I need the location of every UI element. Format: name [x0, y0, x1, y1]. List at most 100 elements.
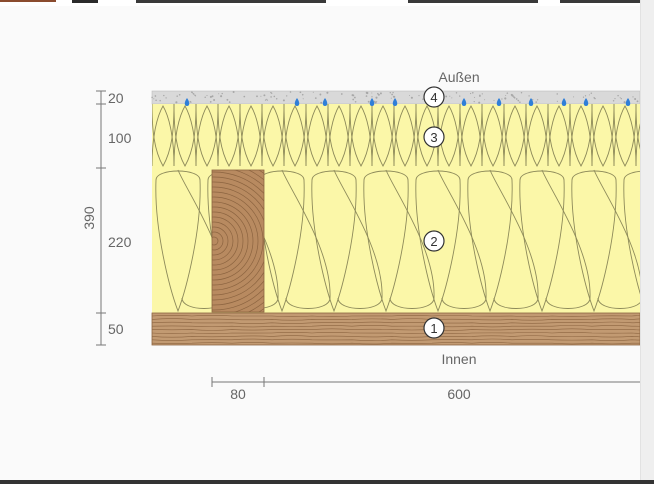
render-speck	[211, 95, 214, 98]
stud-grain-ring	[212, 236, 219, 246]
render-speck	[391, 93, 393, 96]
stud-grain-ring	[212, 231, 224, 251]
render-speck	[573, 96, 575, 98]
insulation-loop	[481, 104, 505, 167]
top-tab	[408, 0, 538, 3]
stud-grain-ring	[212, 186, 264, 296]
render-speck	[213, 98, 216, 102]
render-speck	[232, 91, 235, 93]
render-speck	[163, 94, 165, 97]
board-grain-line	[152, 335, 640, 338]
thickness-label-layer-4: 20	[108, 90, 124, 106]
render-speck	[175, 101, 178, 104]
outside-label: Außen	[438, 69, 479, 85]
render-speck	[493, 99, 495, 101]
render-speck	[473, 100, 475, 103]
render-speck	[365, 91, 368, 94]
board-grain	[152, 314, 640, 345]
render-speck	[459, 95, 461, 97]
render-speck	[614, 98, 616, 100]
render-speck	[209, 101, 212, 103]
render-speck	[319, 93, 322, 96]
board-grain-line	[152, 325, 640, 328]
insulation-loop	[349, 104, 373, 167]
water-drop-icon	[294, 98, 300, 106]
render-speck	[264, 99, 267, 101]
render-speck	[226, 98, 229, 101]
render-speck	[504, 97, 507, 100]
render-speck	[352, 98, 355, 101]
stud-width-label: 80	[230, 386, 246, 402]
render-speck	[266, 98, 268, 100]
svg-text:3: 3	[430, 130, 437, 145]
water-drop-icon	[392, 98, 398, 106]
render-speck	[422, 98, 424, 100]
water-drop-icon	[322, 98, 328, 106]
insulation-loop	[259, 170, 305, 313]
insulation-loop	[305, 104, 329, 167]
top-tab	[136, 0, 326, 3]
render-speck	[532, 98, 534, 101]
insulation-loop	[547, 105, 571, 167]
render-speck	[165, 97, 167, 99]
water-drops	[184, 98, 631, 106]
render-speck	[612, 100, 615, 102]
insulation-loop	[371, 105, 395, 167]
insulation-loop	[519, 170, 565, 313]
render-speck	[266, 99, 269, 101]
render-speck	[536, 99, 539, 101]
render-speck	[505, 94, 507, 97]
stud-spacing-label: 600	[447, 386, 471, 402]
render-speck	[155, 99, 157, 102]
insulation-loop	[217, 104, 241, 167]
insulation-loop	[155, 170, 201, 313]
insulation-loop	[613, 105, 637, 167]
render-speck	[408, 94, 411, 97]
insulation-loop	[503, 105, 527, 167]
render-speck	[191, 92, 194, 94]
render-speck	[517, 99, 520, 102]
insulation-loop	[327, 105, 351, 167]
water-drop-icon	[369, 98, 375, 106]
render-speck	[220, 95, 223, 98]
water-drop-icon	[461, 98, 467, 106]
svg-text:1: 1	[430, 321, 437, 336]
render-speck	[221, 92, 223, 95]
render-speck	[418, 95, 420, 97]
top-tab	[72, 0, 98, 3]
render-speck	[190, 101, 192, 103]
insulation-loop	[571, 170, 617, 313]
board-grain-line	[152, 321, 640, 324]
insulation-loop	[591, 105, 615, 167]
wood-stud	[211, 169, 265, 313]
vertical-scrollbar[interactable]	[640, 0, 654, 484]
render-speck	[535, 101, 538, 103]
render-speck	[176, 95, 178, 97]
render-speck	[367, 100, 370, 103]
render-speck	[556, 93, 558, 95]
render-speck	[299, 91, 302, 94]
board-grain-line	[152, 331, 640, 335]
top-tab	[560, 0, 640, 3]
board-grain-line	[152, 314, 640, 318]
svg-text:4: 4	[430, 90, 437, 105]
insulation-loop	[333, 169, 383, 309]
insulation-loop	[459, 105, 483, 167]
render-speck	[352, 94, 355, 97]
svg-text:2: 2	[430, 234, 437, 249]
render-speck	[204, 96, 206, 99]
render-speck	[286, 95, 288, 97]
render-speck	[484, 99, 486, 101]
render-speck	[374, 101, 377, 104]
thickness-label-layer-2: 220	[108, 234, 132, 250]
render-speck	[455, 92, 458, 94]
render-speck	[153, 98, 155, 100]
insulation-loop	[525, 104, 549, 167]
stud-grain-ring	[212, 181, 264, 301]
insulation-loop	[195, 104, 219, 167]
render-speck	[206, 95, 208, 97]
total-thickness-label: 390	[81, 206, 97, 230]
render-speck	[410, 96, 413, 99]
render-speck	[473, 96, 476, 98]
insulation-loop	[385, 169, 435, 309]
